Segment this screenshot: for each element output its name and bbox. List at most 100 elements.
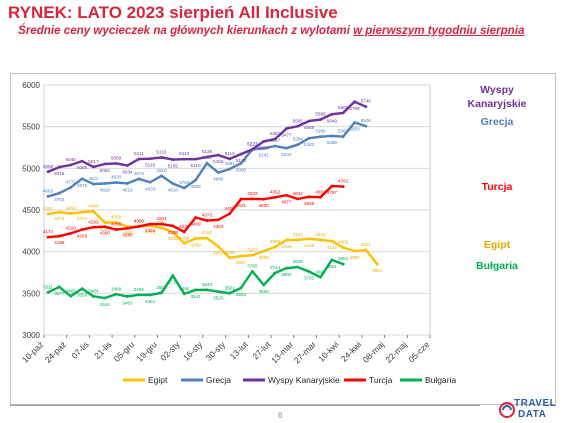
x-tick-label: 24-paź [43,339,68,364]
data-point [194,237,197,240]
logo-swirl-icon [499,402,515,418]
data-point [92,182,95,186]
legend-label: Wyspy Kanaryjskie [268,375,340,385]
data-label: 5040 [66,157,77,162]
data-point [364,124,368,128]
subtitle-text: Średnie ceny wycieczek na głównych kieru… [18,24,354,37]
data-label: 4830 [111,175,122,180]
data-point [46,212,50,216]
data-point [171,230,175,234]
data-label: 5105 [168,164,179,169]
x-tick-label: 27-mar [292,339,318,365]
data-label: 4811 [88,176,98,181]
data-label: 4771 [66,179,77,184]
data-point [296,265,300,269]
logo-text-travel: TRAVEL [514,398,557,409]
page-subtitle: Średnie ceny wycieczek na głównych kieru… [18,24,524,37]
data-label: 4139 [281,244,292,249]
data-label: 4816 [168,188,179,193]
data-point [80,210,84,214]
data-point [216,218,220,222]
data-label: 3713 [168,280,179,285]
data-label: 4819 [122,187,133,192]
data-label: 3851 [338,256,349,261]
data-point [92,209,95,213]
data-point [103,221,107,224]
x-tick-label: 07-lis [69,339,90,360]
y-tick-label: 5000 [22,164,40,173]
data-point [148,293,152,297]
data-point [126,182,129,185]
data-point [160,156,163,159]
data-point [103,296,107,300]
data-label: 3577 [54,291,65,296]
data-label: 4484 [88,203,99,208]
data-label: 3802 [281,272,292,277]
data-point [216,290,220,294]
data-point [341,246,345,249]
data-point [182,241,186,245]
y-tick-label: 5500 [22,123,40,132]
x-tick-label: 05-cze [406,339,431,364]
data-point [160,174,163,178]
x-tick-label: 13-mar [269,339,295,365]
data-point [330,184,334,188]
data-point [285,146,288,150]
subtitle-underlined-text: w pierwszym tygodniu sierpnia [353,24,525,37]
data-label: 5585 [315,112,326,117]
data-point [273,271,277,275]
data-point [171,182,175,186]
data-point [307,119,311,123]
data-point [262,249,266,253]
data-point [114,162,118,165]
data-label: 4174 [43,229,54,234]
data-point [228,212,232,216]
data-point [92,225,95,229]
data-label: 5052 [100,168,111,173]
data-label: 4959 [43,164,54,169]
data-point [205,155,209,159]
data-label: 5362 [304,142,315,147]
x-tick-label: 30-sty [204,339,228,363]
data-point [319,238,322,242]
data-point [273,144,277,148]
data-point [194,178,197,182]
data-point [239,197,243,201]
data-label: 5649 [327,118,338,123]
data-label: 4873 [134,171,145,176]
data-point [216,153,220,157]
data-label: 4833 [145,186,156,191]
data-point [285,266,288,270]
data-label: 3465 [66,288,77,293]
data-label: 5389 [327,140,338,145]
data-point [262,197,266,201]
data-label: 3851 [372,268,383,273]
data-point [330,258,334,262]
data-label: 4309 [168,230,179,235]
logo-text-data: DATA [518,409,547,420]
data-label: 4474 [54,216,65,221]
data-label: 4159 [190,242,201,247]
data-point [46,195,50,198]
data-label: 5110 [191,163,201,168]
data-label: 5323 [259,145,270,150]
data-label: 4350 [111,215,122,220]
data-label: 3501 [225,285,236,290]
data-label: 3947 [236,260,247,265]
data-point [182,157,186,161]
data-label: 5550 [349,127,360,132]
data-label: 4006 [349,255,360,260]
data-label: 4331 [145,228,156,233]
data-point [69,231,73,235]
series-line-0 [47,210,379,265]
data-point [57,210,61,214]
data-point [92,294,95,298]
data-label: 4875 [77,183,88,188]
data-point [341,135,345,138]
data-point [205,219,209,222]
data-label: 5034 [122,170,133,175]
data-label: 5227 [247,141,258,146]
data-point [353,121,356,124]
data-point [57,165,61,169]
data-label: 5159 [213,159,224,164]
